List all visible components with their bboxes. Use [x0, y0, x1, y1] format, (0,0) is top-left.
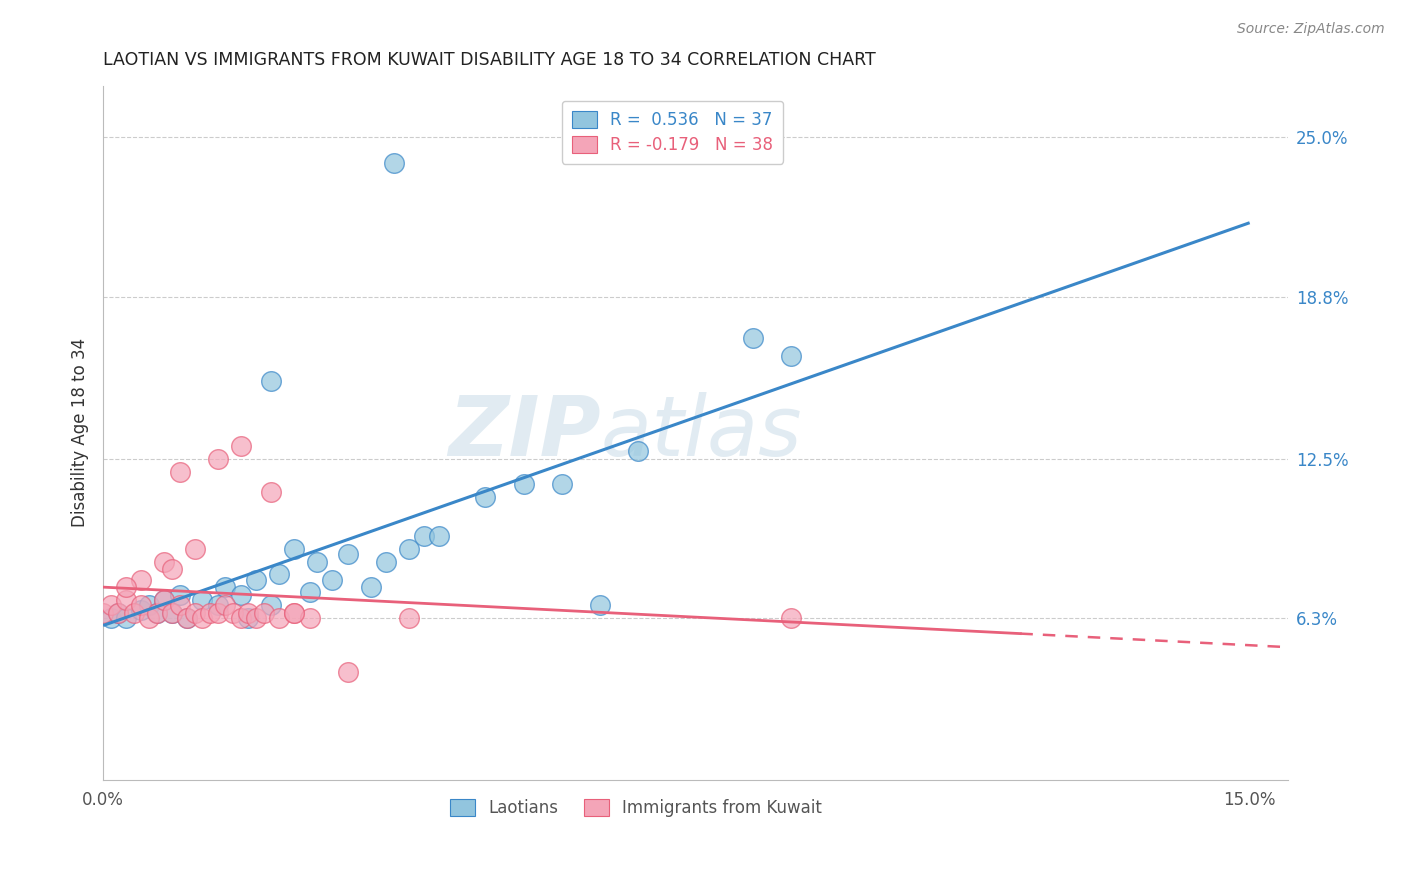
Point [222, 606, 245, 620]
Text: LAOTIAN VS IMMIGRANTS FROM KUWAIT DISABILITY AGE 18 TO 34 CORRELATION CHART: LAOTIAN VS IMMIGRANTS FROM KUWAIT DISABI… [103, 51, 876, 69]
Point [122, 606, 145, 620]
Point [253, 606, 276, 620]
Point [360, 580, 382, 594]
Point [100, 599, 122, 613]
Point [267, 567, 290, 582]
Point [115, 593, 138, 607]
Point [191, 611, 214, 625]
Point [283, 606, 305, 620]
Point [741, 331, 763, 345]
Point [474, 490, 496, 504]
Point [107, 606, 129, 620]
Point [160, 606, 183, 620]
Y-axis label: Disability Age 18 to 34: Disability Age 18 to 34 [72, 338, 89, 527]
Point [153, 555, 176, 569]
Point [589, 599, 612, 613]
Legend: Laotians, Immigrants from Kuwait: Laotians, Immigrants from Kuwait [444, 793, 828, 824]
Point [184, 541, 207, 556]
Point [229, 588, 252, 602]
Point [283, 606, 305, 620]
Point [229, 439, 252, 453]
Point [413, 529, 436, 543]
Point [184, 606, 207, 620]
Text: atlas: atlas [600, 392, 803, 474]
Point [398, 541, 420, 556]
Point [131, 603, 153, 617]
Point [169, 599, 191, 613]
Point [298, 585, 321, 599]
Point [169, 588, 191, 602]
Point [214, 580, 236, 594]
Point [145, 606, 167, 620]
Point [207, 606, 229, 620]
Point [238, 606, 260, 620]
Point [138, 611, 160, 625]
Point [145, 606, 167, 620]
Point [429, 529, 451, 543]
Point [191, 593, 214, 607]
Point [214, 599, 236, 613]
Point [627, 444, 650, 458]
Point [260, 375, 283, 389]
Point [238, 611, 260, 625]
Point [176, 611, 198, 625]
Point [160, 606, 183, 620]
Point [551, 477, 574, 491]
Point [382, 155, 405, 169]
Point [153, 593, 176, 607]
Point [321, 573, 343, 587]
Point [336, 665, 359, 680]
Point [131, 599, 153, 613]
Point [138, 599, 160, 613]
Point [115, 611, 138, 625]
Text: Source: ZipAtlas.com: Source: ZipAtlas.com [1237, 22, 1385, 37]
Point [107, 606, 129, 620]
Point [260, 485, 283, 500]
Point [160, 562, 183, 576]
Point [198, 606, 221, 620]
Point [207, 599, 229, 613]
Point [176, 611, 198, 625]
Point [780, 611, 803, 625]
Point [512, 477, 534, 491]
Point [245, 611, 267, 625]
Point [115, 580, 138, 594]
Point [307, 555, 329, 569]
Point [153, 593, 176, 607]
Point [260, 599, 283, 613]
Point [780, 349, 803, 363]
Point [298, 611, 321, 625]
Point [91, 606, 114, 620]
Point [283, 541, 305, 556]
Point [229, 611, 252, 625]
Point [336, 547, 359, 561]
Point [245, 573, 267, 587]
Text: ZIP: ZIP [449, 392, 600, 474]
Point [100, 611, 122, 625]
Point [207, 451, 229, 466]
Point [398, 611, 420, 625]
Point [169, 465, 191, 479]
Point [374, 555, 396, 569]
Point [131, 573, 153, 587]
Point [267, 611, 290, 625]
